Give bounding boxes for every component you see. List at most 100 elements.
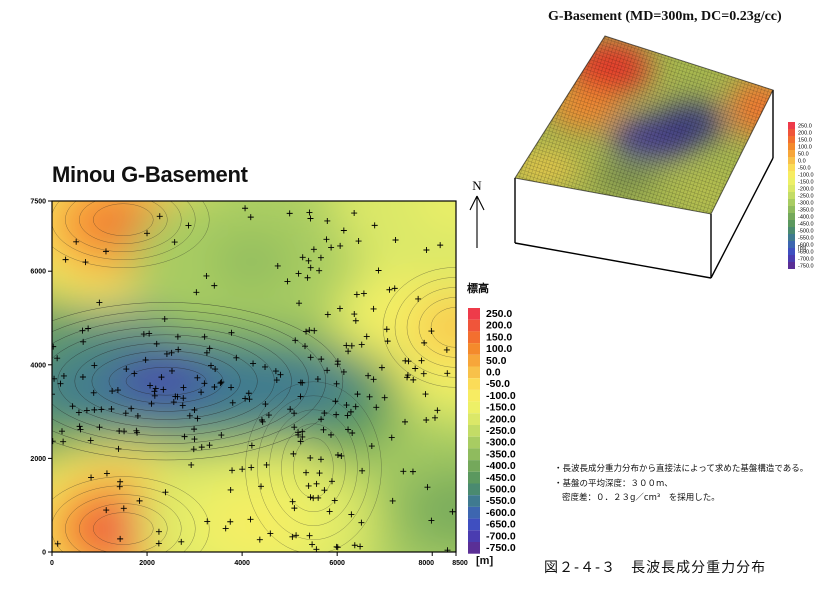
mini-colorbar-label: -350.0 [798, 208, 814, 214]
station-marker [160, 386, 167, 393]
station-marker [54, 355, 61, 362]
colorbar: 250.0200.0150.0100.050.00.0-50.0-100.0-1… [468, 308, 516, 554]
station-marker [388, 434, 395, 441]
contour-line [79, 201, 168, 244]
station-marker [334, 452, 341, 458]
colorbar-label: -250.0 [486, 425, 516, 437]
station-marker [180, 395, 187, 402]
station-marker [206, 345, 213, 352]
station-marker [273, 377, 280, 384]
station-marker [332, 398, 339, 405]
station-marker [420, 370, 427, 377]
station-marker [444, 547, 451, 552]
colorbar-label: -150.0 [486, 402, 516, 414]
station-marker [54, 540, 61, 547]
colorbar-swatch [468, 366, 480, 379]
station-marker [307, 215, 314, 222]
station-marker [340, 227, 347, 234]
colorbar-swatch [468, 542, 480, 554]
field-blob [417, 201, 456, 228]
mini-colorbar-label: -50.0 [798, 166, 811, 172]
contour-line [269, 409, 358, 526]
mini-colorbar-label: -100.0 [798, 173, 814, 179]
station-marker [320, 426, 327, 433]
station-marker [201, 333, 208, 340]
station-marker [163, 350, 170, 357]
mini-colorbar-swatch [788, 220, 795, 227]
station-marker [115, 445, 122, 452]
mini-colorbar-label: -700.0 [798, 257, 814, 263]
station-marker [305, 257, 312, 264]
colorbar-label: -300.0 [486, 437, 516, 449]
station-marker [185, 222, 192, 229]
station-marker [307, 454, 314, 461]
mini-colorbar-label: 0.0 [798, 159, 806, 165]
mini-colorbar-label: -750.0 [798, 264, 814, 270]
station-marker [73, 238, 80, 245]
station-marker [267, 530, 274, 537]
station-marker [305, 482, 312, 489]
colorbar-label: 50.0 [486, 355, 507, 367]
station-marker [449, 508, 456, 515]
station-marker [365, 372, 372, 379]
station-marker [218, 432, 225, 439]
station-marker [122, 410, 129, 417]
station-marker [296, 300, 303, 307]
north-arrow: N [469, 178, 485, 248]
station-marker [146, 330, 153, 337]
station-marker [354, 391, 361, 398]
station-marker [295, 429, 302, 436]
note-line-2: ・基盤の平均深度：３００m、 [554, 479, 673, 489]
contour-line [245, 381, 382, 552]
mini-colorbar-label: -150.0 [798, 180, 814, 186]
main-title: Minou G-Basement [52, 162, 248, 187]
colorbar-swatch [468, 460, 480, 472]
legend-title: 標高 [467, 283, 489, 295]
station-marker [103, 507, 110, 514]
map-frame [51, 200, 457, 553]
station-marker [371, 222, 378, 229]
colorbar-swatch [468, 530, 480, 542]
station-marker [102, 248, 109, 255]
station-marker [140, 331, 147, 338]
station-marker [242, 205, 249, 212]
station-marker [96, 424, 103, 431]
colorbar-label: 100.0 [486, 343, 512, 355]
station-marker [333, 543, 340, 550]
station-marker [155, 540, 162, 547]
station-marker [400, 468, 407, 475]
station-marker [155, 528, 162, 535]
station-marker [188, 461, 195, 468]
station-marker [175, 346, 182, 353]
station-marker [286, 210, 293, 217]
contour-map: 0 2000 4000 6000 8000 8500 0 2000 4000 6000 7500 [30, 199, 467, 568]
station-marker [355, 238, 362, 245]
station-marker [80, 338, 87, 345]
station-marker [52, 343, 57, 350]
colorbar-label: -650.0 [486, 519, 516, 531]
station-marker [404, 372, 411, 379]
station-marker [291, 424, 298, 431]
station-marker [248, 464, 255, 471]
mini-colorbar-swatch [788, 199, 795, 206]
perspective-box [514, 90, 774, 279]
station-marker [79, 374, 86, 381]
station-marker [156, 213, 163, 220]
station-marker [311, 327, 318, 334]
station-marker [245, 390, 252, 397]
mini-colorbar-swatch [788, 178, 795, 185]
station-marker [265, 412, 272, 419]
station-marker [340, 368, 347, 375]
station-marker [133, 427, 140, 434]
colorbar-label: -100.0 [486, 390, 516, 402]
mini-colorbar-label: -400.0 [798, 215, 814, 221]
station-marker [277, 371, 284, 378]
station-marker [323, 236, 330, 243]
station-marker [306, 327, 313, 334]
station-marker [228, 384, 235, 391]
station-marker [443, 346, 450, 353]
station-marker [293, 532, 300, 539]
station-marker [347, 408, 354, 415]
station-marker [82, 259, 89, 266]
station-marker [262, 363, 269, 370]
